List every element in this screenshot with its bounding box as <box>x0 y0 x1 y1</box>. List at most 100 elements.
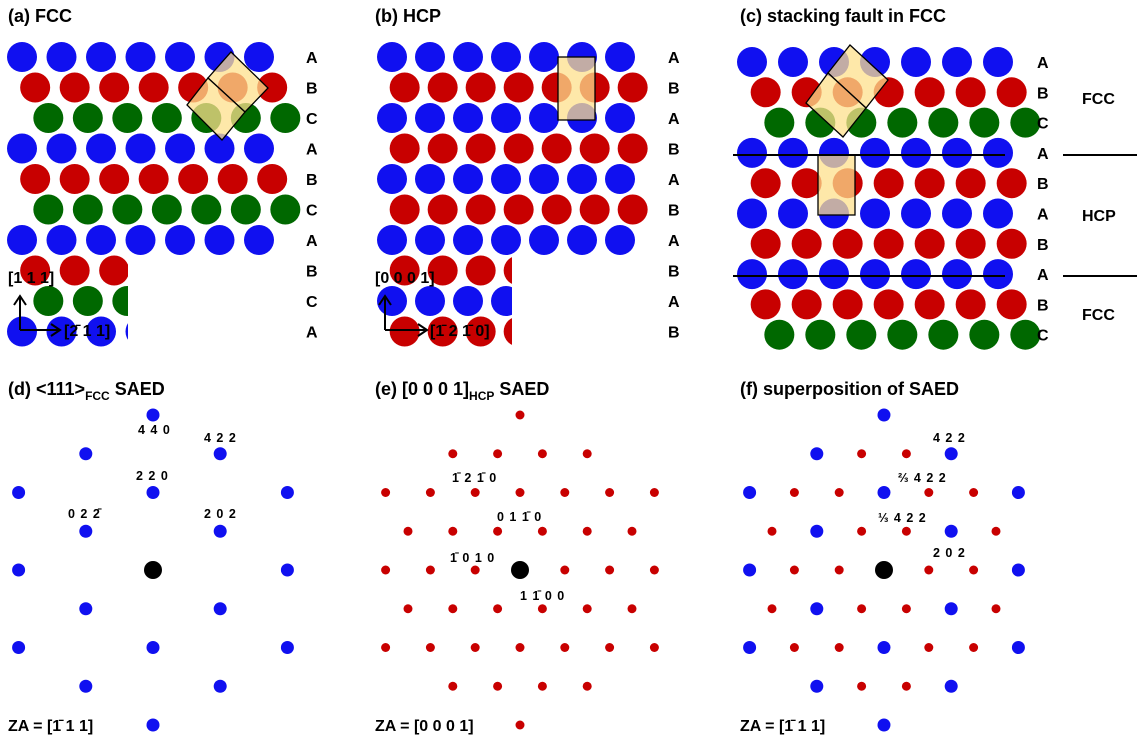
atom <box>915 289 945 319</box>
atom <box>504 134 534 164</box>
atom <box>956 77 986 107</box>
atom <box>529 286 559 316</box>
atom <box>605 42 635 72</box>
atom <box>805 320 835 350</box>
panel-title: (c) stacking fault in FCC <box>740 6 946 26</box>
atom <box>778 47 808 77</box>
layer-label: A <box>668 111 680 128</box>
layer-label: A <box>1037 146 1049 163</box>
atom <box>33 103 63 133</box>
atom <box>7 317 37 347</box>
atom <box>453 164 483 194</box>
atom <box>969 108 999 138</box>
layer-label: A <box>306 233 318 250</box>
atom <box>415 103 445 133</box>
diffraction-spot <box>945 525 958 538</box>
atom <box>529 103 559 133</box>
atoms-c <box>737 47 1040 350</box>
layer-label: A <box>1037 267 1049 284</box>
layer-label: B <box>668 203 680 220</box>
layer-label: A <box>1037 55 1049 72</box>
title-sub: HCP <box>469 389 494 403</box>
atom <box>390 317 420 347</box>
diffraction-spot <box>969 488 978 497</box>
diffraction-spot <box>493 604 502 613</box>
diffraction-spot <box>743 641 756 654</box>
atom <box>453 225 483 255</box>
saed-d <box>12 409 294 732</box>
diffraction-spot <box>628 527 637 536</box>
atom <box>504 317 534 347</box>
title-part: (e) [0 0 0 1] <box>375 379 469 399</box>
atom <box>415 286 445 316</box>
diffraction-spot <box>992 527 1001 536</box>
atom <box>751 77 781 107</box>
atom <box>605 225 635 255</box>
atom <box>428 134 458 164</box>
diffraction-spot <box>650 488 659 497</box>
diffraction-spot <box>790 488 799 497</box>
zone-axis: ZA = [1̄ 1 1] <box>740 718 825 735</box>
atom <box>605 286 635 316</box>
atom <box>244 42 274 72</box>
layer-label: A <box>1037 207 1049 224</box>
diffraction-spot <box>538 682 547 691</box>
diffraction-spot <box>147 641 160 654</box>
atom <box>860 138 890 168</box>
atom <box>466 195 496 225</box>
atom <box>178 256 208 286</box>
atom <box>139 73 169 103</box>
atom <box>567 286 597 316</box>
layer-label: B <box>668 264 680 281</box>
diffraction-spot <box>471 488 480 497</box>
diffraction-spot <box>857 527 866 536</box>
diffraction-spot <box>426 566 435 575</box>
atom <box>126 42 156 72</box>
atom <box>580 195 610 225</box>
atom <box>605 103 635 133</box>
diffraction-spot <box>79 525 92 538</box>
diffraction-spot <box>902 682 911 691</box>
diffraction-spot <box>214 447 227 460</box>
spot-label: ⅓ 4 2 2 <box>878 511 927 525</box>
atom <box>956 289 986 319</box>
axis-label: [1 1 1] <box>8 270 54 287</box>
region-label: FCC <box>1082 91 1115 108</box>
diffraction-spot <box>650 643 659 652</box>
direct-beam <box>144 561 162 579</box>
atom <box>47 42 77 72</box>
diffraction-spot <box>583 449 592 458</box>
atom <box>139 164 169 194</box>
diffraction-spot <box>147 719 160 732</box>
layer-label: B <box>1037 237 1049 254</box>
atom <box>751 229 781 259</box>
direct-beam <box>511 561 529 579</box>
atom <box>152 103 182 133</box>
layer-label: B <box>306 81 318 98</box>
saed-e <box>381 411 659 730</box>
atom <box>377 42 407 72</box>
spot-label: 2 0 2 <box>204 507 237 521</box>
atom <box>86 225 116 255</box>
diffraction-spot <box>493 449 502 458</box>
diffraction-spot <box>426 643 435 652</box>
diffraction-spot <box>538 449 547 458</box>
atom <box>915 229 945 259</box>
atom <box>7 134 37 164</box>
diffraction-spot <box>493 527 502 536</box>
diffraction-spot <box>902 449 911 458</box>
atom <box>99 256 129 286</box>
diffraction-spot <box>79 680 92 693</box>
atom <box>567 225 597 255</box>
axis-label: [0 0 0 1] <box>375 270 435 287</box>
atom <box>778 138 808 168</box>
atom <box>112 195 142 225</box>
panel-title: (e) [0 0 0 1]HCPSAED <box>375 379 549 403</box>
atom <box>270 195 300 225</box>
panel-title: (a) FCC <box>8 6 72 26</box>
diffraction-spot <box>214 525 227 538</box>
axis-label: [1̄ 2 1̄ 0] <box>430 323 490 340</box>
atom <box>901 199 931 229</box>
atom <box>7 42 37 72</box>
atom <box>453 103 483 133</box>
